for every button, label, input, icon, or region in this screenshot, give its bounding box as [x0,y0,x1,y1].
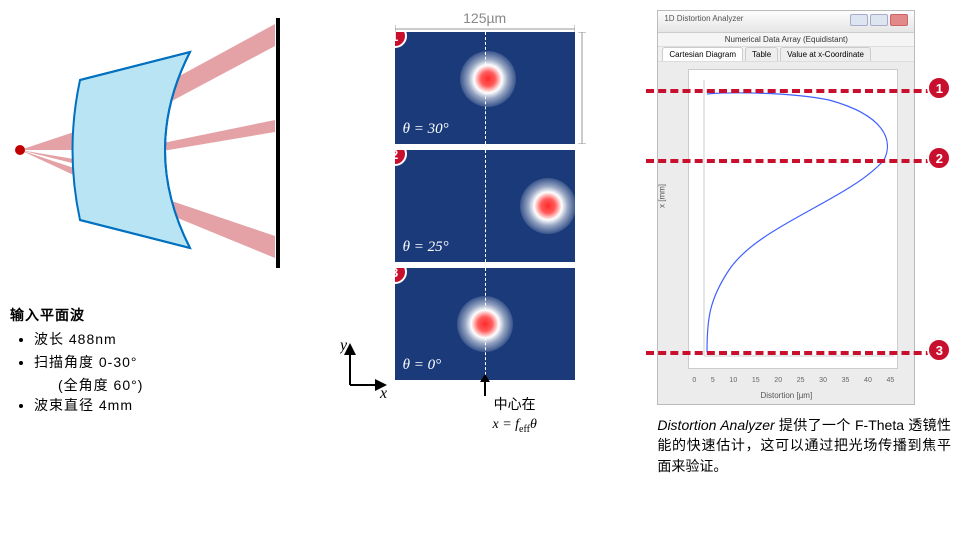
focal-spot [520,178,575,234]
focal-panel-3: θ = 0° 3 [395,268,575,380]
focal-spot [457,296,513,352]
spec-full-angle: (全角度 60°) [34,375,320,395]
center-line-icon [485,150,486,262]
focal-spot [460,51,516,107]
tab-value[interactable]: Value at x-Coordinate [780,47,871,61]
input-wave-spec: 输入平面波 波长 488nm 扫描角度 0-30° (全角度 60°) 波束直径… [10,305,320,416]
lens-diagram-column: 输入平面波 波长 488nm 扫描角度 0-30° (全角度 60°) 波束直径… [10,10,320,536]
focal-panel-1: θ = 30° 1 [395,32,575,144]
distortion-analyzer-column: 1D Distortion Analyzer Numerical Data Ar… [649,10,959,536]
plot-ylabel: x [mm] [658,184,667,208]
marker-line-2 [646,159,946,163]
plot-xticks: 0 5 10 15 20 25 30 35 40 45 [688,377,898,384]
marker-line-1 [646,89,946,93]
analyzer-description: Distortion Analyzer 提供了一个 F-Theta 透镜性能的快… [657,415,959,476]
spot-panels-stack: θ = 30° 1 θ = 25° 2 θ = 0° 3 [395,32,575,386]
maximize-icon[interactable] [870,14,888,26]
window-title: 1D Distortion Analyzer [664,14,743,29]
marker-badge-3: 3 [927,338,951,362]
window-titlebar: 1D Distortion Analyzer [658,11,914,33]
panel-badge-1: 1 [395,32,407,48]
window-buttons [850,14,908,29]
theta-label: θ = 30° [403,121,449,138]
center-text: 中心在 [435,395,595,415]
distortion-curve [689,70,899,370]
marker-badge-1: 1 [927,76,951,100]
center-formula: x = feffθ [435,415,595,437]
marker-badge-2: 2 [927,146,951,170]
center-arrow-icon [484,380,486,396]
input-wave-title: 输入平面波 [10,305,320,325]
spec-scan-angle: 扫描角度 0-30° [34,352,320,373]
tab-cartesian[interactable]: Cartesian Diagram [662,47,743,61]
spec-beam-diameter: 波束直径 4mm [34,395,320,416]
tab-table[interactable]: Table [745,47,778,61]
focal-spot-panels-column: 125µm 75µm θ = 30° 1 θ = 25° [320,10,650,536]
distortion-plot [688,69,898,369]
analyzer-tabs: Cartesian Diagram Table Value at x-Coord… [658,47,914,62]
minimize-icon[interactable] [850,14,868,26]
analyzer-name: Distortion Analyzer [657,417,774,433]
theta-label: θ = 0° [403,357,442,374]
dim-right-bracket [578,32,586,144]
window-subtitle: Numerical Data Array (Equidistant) [658,33,914,47]
close-icon[interactable] [890,14,908,26]
plot-xlabel: Distortion [µm] [658,391,914,400]
spec-wavelength: 波长 488nm [34,329,320,350]
distortion-analyzer-window: 1D Distortion Analyzer Numerical Data Ar… [657,10,915,405]
marker-line-3 [646,351,946,355]
xy-axes-icon: y x [340,340,390,400]
theta-label: θ = 25° [403,239,449,256]
center-position-label: 中心在 x = feffθ [435,395,595,436]
focal-point [15,145,25,155]
dimension-horizontal: 125µm [395,10,575,26]
lens-ray-diagram [10,10,310,290]
focal-panel-2: θ = 25° 2 [395,150,575,262]
svg-text:y: y [340,340,348,354]
lens-body [73,52,191,248]
svg-text:x: x [379,385,387,400]
panel-badge-2: 2 [395,150,407,166]
panel-badge-3: 3 [395,268,407,284]
